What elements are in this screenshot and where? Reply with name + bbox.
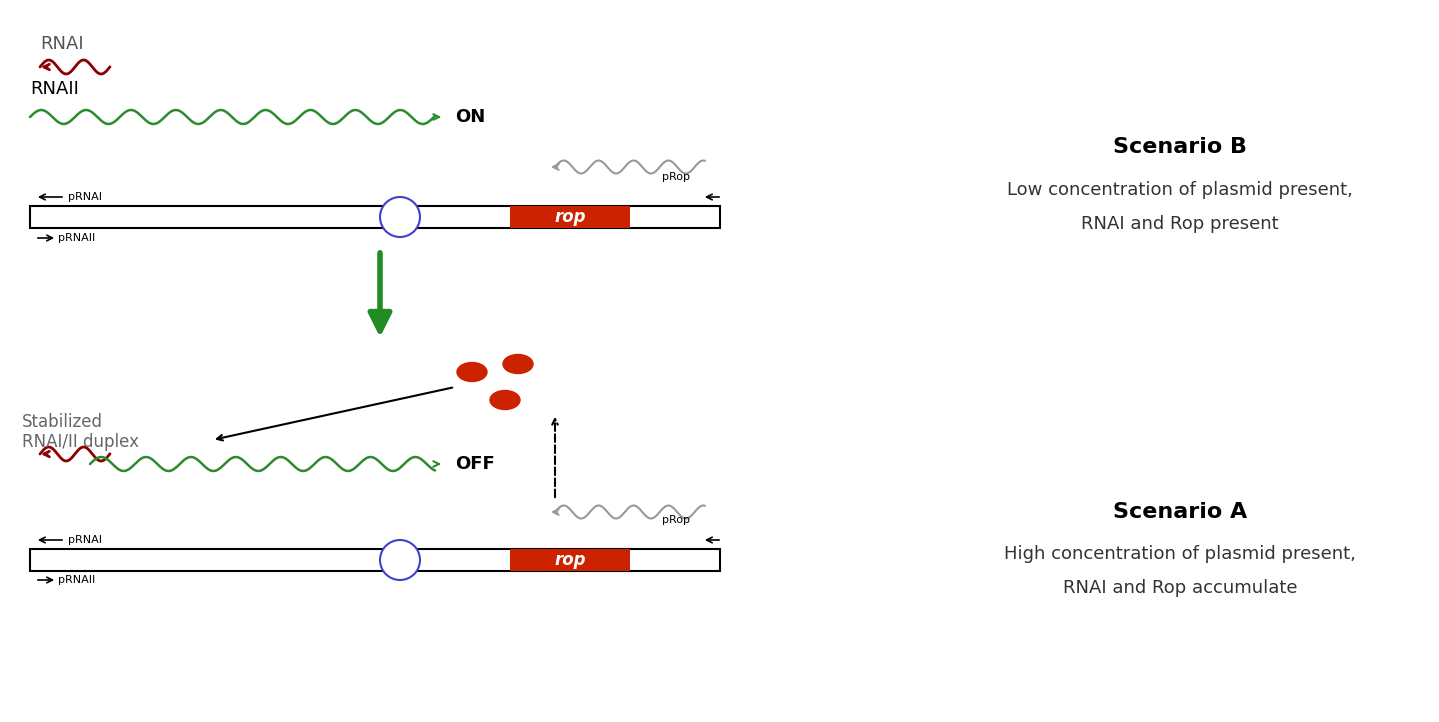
Text: pRNAI: pRNAI — [68, 192, 102, 202]
FancyBboxPatch shape — [509, 206, 630, 228]
Text: RNAI: RNAI — [40, 35, 83, 53]
Text: rop: rop — [554, 208, 586, 226]
Text: rop: rop — [554, 551, 586, 569]
FancyBboxPatch shape — [30, 206, 720, 228]
Text: pRNAI: pRNAI — [68, 535, 102, 545]
Text: ON: ON — [455, 108, 485, 126]
Ellipse shape — [504, 355, 532, 373]
Circle shape — [380, 197, 420, 237]
Text: pRop: pRop — [662, 515, 689, 525]
Text: OFF: OFF — [455, 455, 495, 473]
Text: Scenario B: Scenario B — [1112, 137, 1248, 157]
Text: pRNAII: pRNAII — [58, 575, 95, 585]
FancyBboxPatch shape — [30, 549, 720, 571]
Text: RNAI and Rop accumulate: RNAI and Rop accumulate — [1063, 579, 1297, 597]
Text: Low concentration of plasmid present,: Low concentration of plasmid present, — [1007, 181, 1353, 199]
Text: pRop: pRop — [662, 172, 689, 182]
Text: Scenario A: Scenario A — [1112, 502, 1248, 522]
Text: High concentration of plasmid present,: High concentration of plasmid present, — [1004, 545, 1356, 563]
Text: RNAI and Rop present: RNAI and Rop present — [1081, 215, 1279, 233]
Text: Stabilized
RNAI/II duplex: Stabilized RNAI/II duplex — [22, 412, 140, 451]
Text: pRNAII: pRNAII — [58, 233, 95, 243]
FancyBboxPatch shape — [509, 549, 630, 571]
Ellipse shape — [491, 391, 519, 409]
Ellipse shape — [458, 362, 486, 381]
Text: RNAII: RNAII — [30, 80, 79, 98]
Circle shape — [380, 540, 420, 580]
